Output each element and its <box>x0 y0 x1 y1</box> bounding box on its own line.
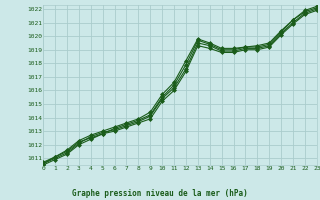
Text: Graphe pression niveau de la mer (hPa): Graphe pression niveau de la mer (hPa) <box>72 189 248 198</box>
